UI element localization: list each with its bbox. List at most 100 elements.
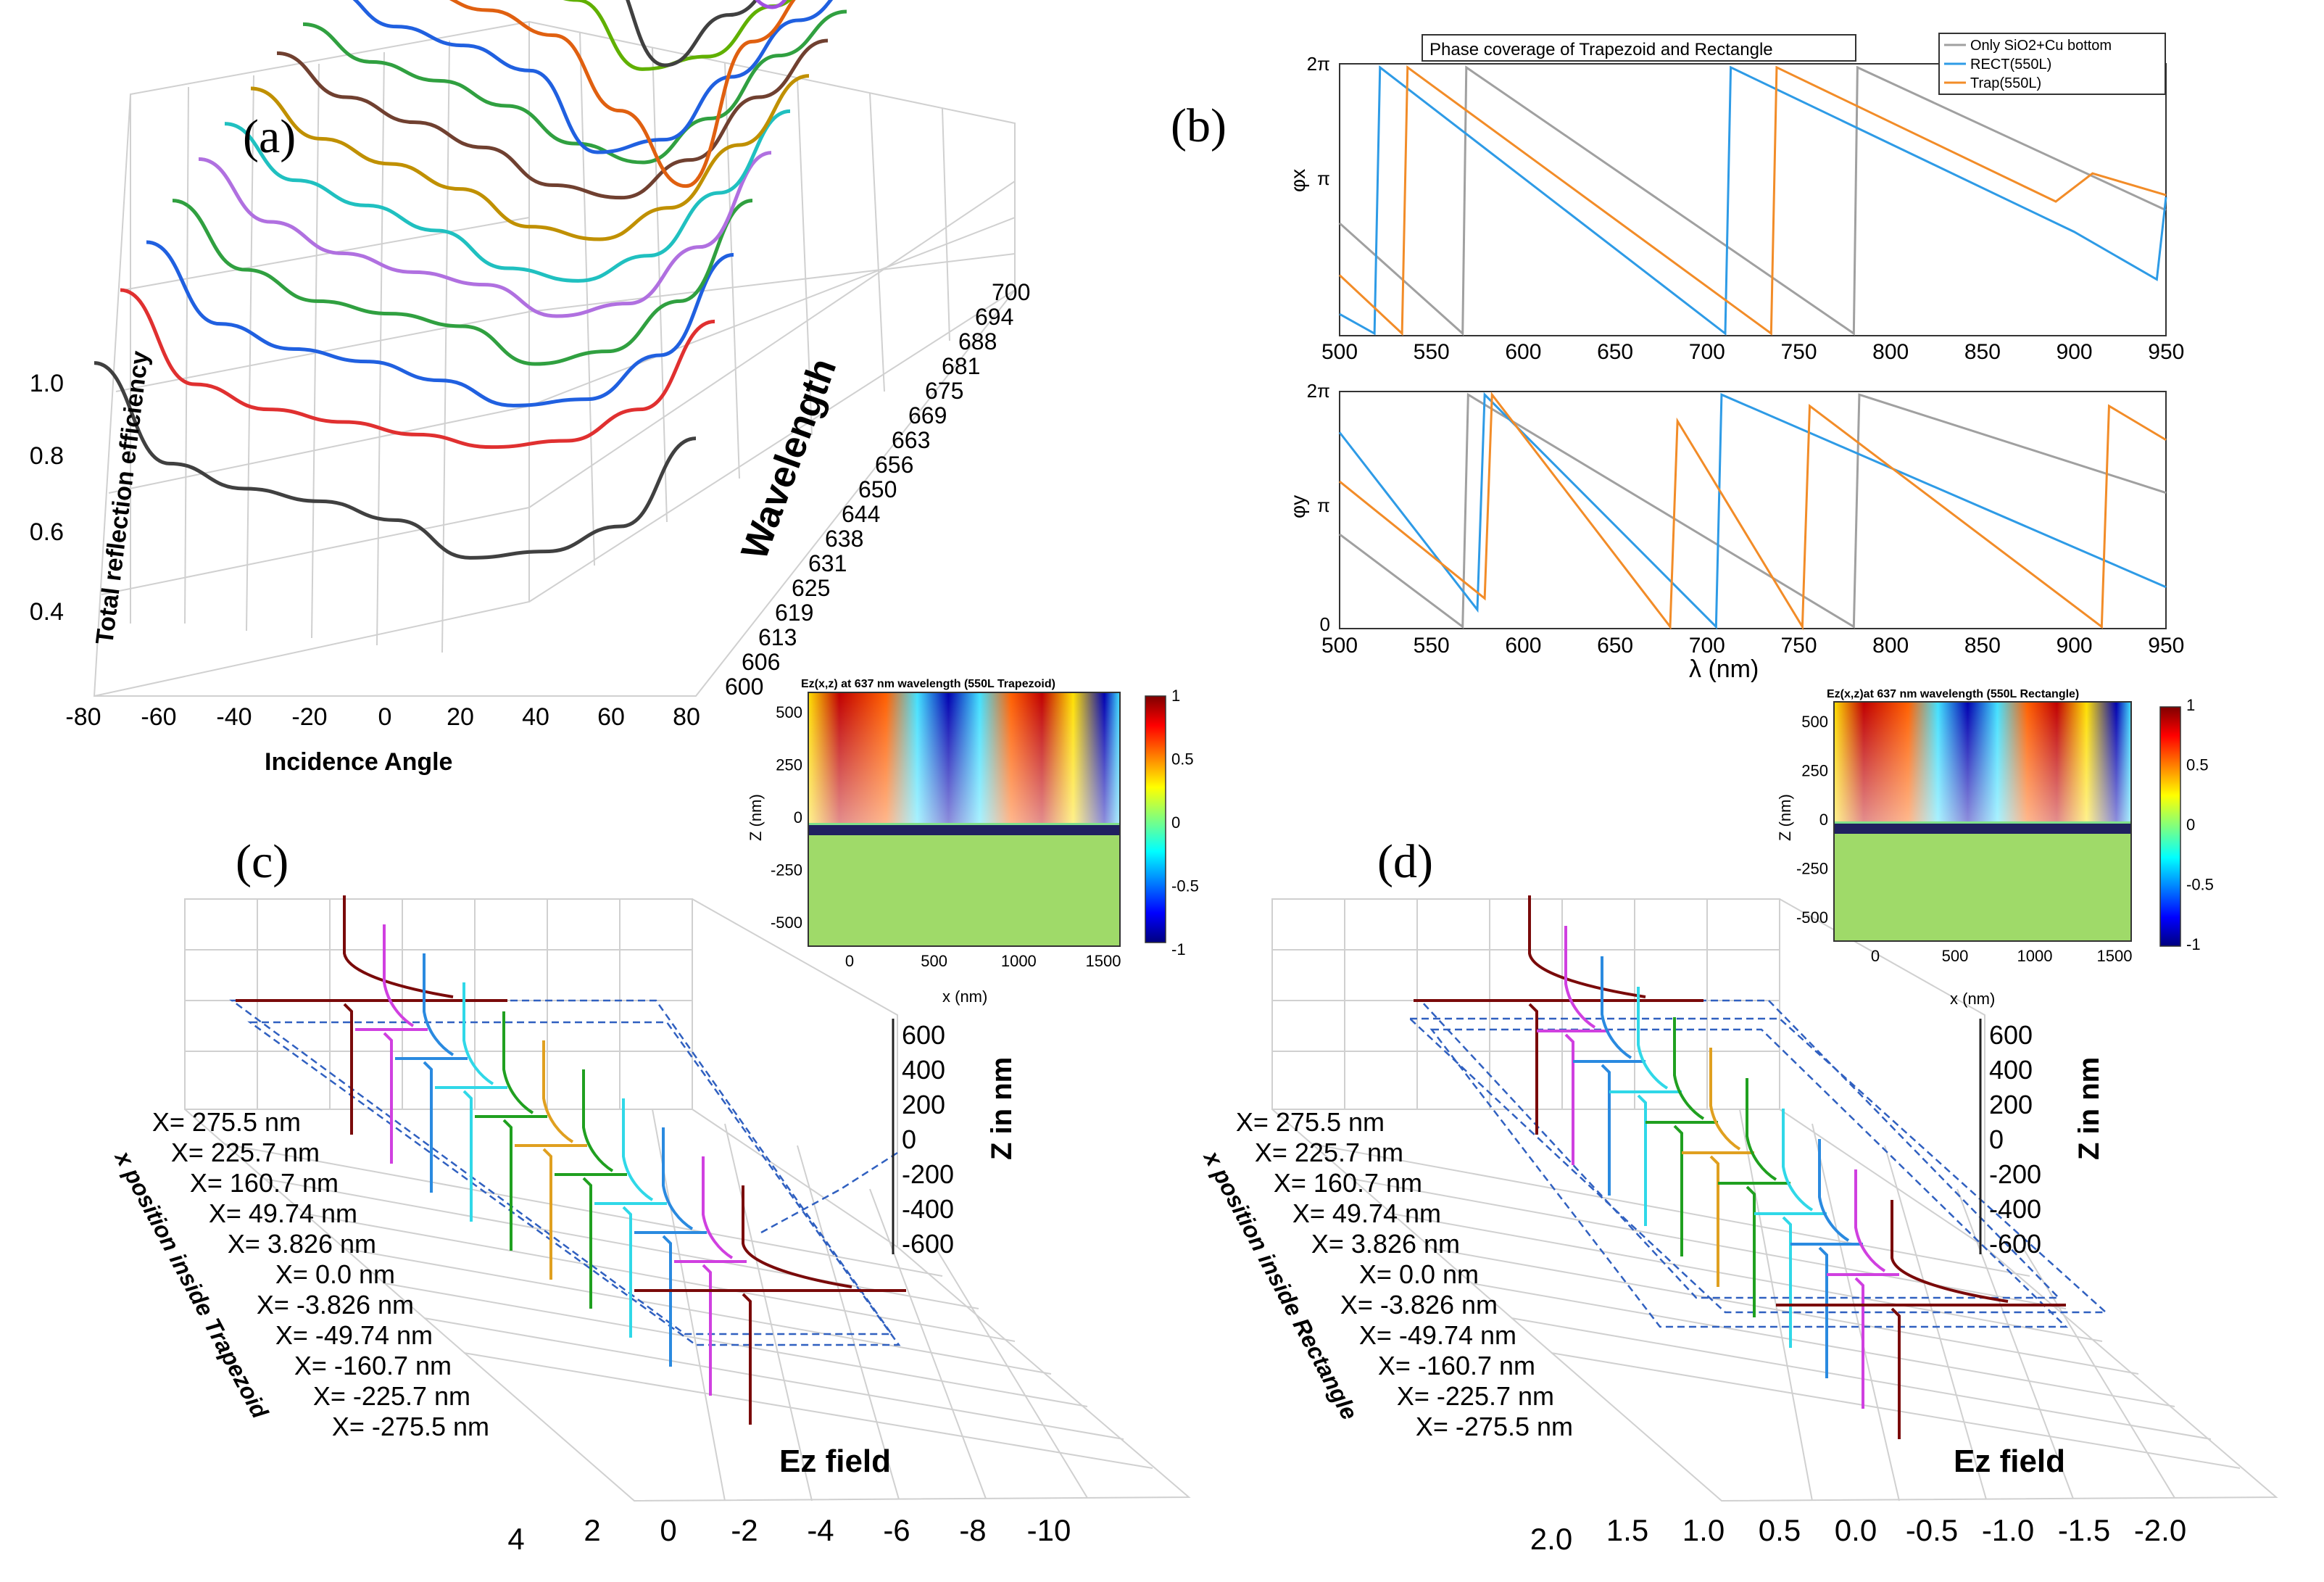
panel-a-x-tick: 0: [378, 703, 392, 731]
panel-d: (d) 600 400 200 0 -200 -400 -600 Z in nm X= 27…: [1198, 835, 2278, 1556]
inset-x-tick: 500: [1942, 947, 1969, 965]
position-label: X= -3.826 nm: [1340, 1290, 1498, 1320]
panel-c-label: (c): [236, 835, 289, 888]
panel-a-y-tick: 656: [875, 452, 913, 478]
position-label: X= 0.0 nm: [275, 1259, 395, 1289]
inset-z-tick: -500: [771, 914, 802, 932]
panel-b-y-tick-bottom: π: [1317, 494, 1330, 516]
panel-a-curve-675: [626, 0, 758, 67]
z-tick: 200: [902, 1090, 945, 1119]
inset-colorbar-tick: -0.5: [2186, 876, 2214, 894]
position-label: X= 49.74 nm: [209, 1198, 357, 1228]
inset-colorbar-tick: 0: [2186, 816, 2195, 834]
field-profile-10: [1776, 1200, 2066, 1439]
panel-a-zlabel: Total reflection efficiency: [91, 349, 154, 646]
position-label: X= -275.5 nm: [332, 1412, 489, 1441]
inset-x-tick: 1500: [1086, 952, 1121, 970]
inset-colorbar-tick: -0.5: [1171, 877, 1199, 895]
position-label: X= 160.7 nm: [190, 1168, 339, 1198]
panel-b-x-tick: 950: [2148, 634, 2184, 658]
panel-b-ylabel-bottom: φy: [1287, 495, 1309, 518]
z-tick: -400: [1989, 1194, 2041, 1224]
panel-b-x-tick: 650: [1597, 340, 1633, 364]
field-profile-1: [355, 924, 428, 1164]
z-tick: 600: [1989, 1020, 2033, 1050]
position-label: X= 3.826 nm: [228, 1229, 376, 1259]
inset-c-ticks: 500 250 0 -250 -500 0 500 1000 1500 1 0.5 0 -0.5 -1: [771, 687, 1199, 970]
inset-c-lower-field: [808, 835, 1120, 946]
field-profile-0: [1414, 895, 1703, 1135]
x-tick: 4: [507, 1522, 524, 1556]
inset-x-tick: 1500: [2097, 947, 2133, 965]
field-profile-1: [1537, 926, 1609, 1165]
position-label: X= -225.7 nm: [313, 1381, 470, 1411]
panel-b-x-tick: 900: [2057, 634, 2093, 658]
panel-a-x-tick: -40: [216, 703, 252, 731]
panel-c-xlabel: Ez field: [779, 1444, 891, 1479]
z-tick: 0: [1989, 1125, 2004, 1154]
position-label: X= 225.7 nm: [171, 1138, 320, 1167]
position-label: X= 49.74 nm: [1292, 1198, 1441, 1228]
panel-b-x-tick: 800: [1872, 634, 1909, 658]
panel-b-x-tick: 700: [1689, 340, 1725, 364]
x-tick: -10: [1027, 1513, 1071, 1547]
x-tick: 2.0: [1530, 1522, 1572, 1556]
panel-b-x-tick: 600: [1505, 340, 1541, 364]
z-tick: -600: [1989, 1229, 2041, 1259]
inset-z-tick: 500: [776, 703, 802, 721]
position-label: X= -275.5 nm: [1416, 1412, 1573, 1441]
inset-d-ticks: 500 250 0 -250 -500 0 500 1000 1500 1 0.5 0 -0.5 -1: [1796, 696, 2214, 965]
field-profile-5: [1682, 1048, 1754, 1287]
inset-colorbar-tick: 1: [1171, 687, 1180, 705]
field-profile-4: [475, 1011, 547, 1251]
panel-b-x-tick: 700: [1689, 634, 1725, 658]
panel-b-series-RECT(550L): [1339, 65, 2167, 336]
field-profile-6: [555, 1069, 627, 1309]
panel-a-y-tick: 613: [758, 624, 797, 650]
inset-colorbar-tick: 0.5: [2186, 756, 2209, 774]
inset-c-structure-layer: [808, 825, 1120, 835]
x-tick: 0.5: [1759, 1513, 1801, 1547]
inset-x-tick: 1000: [2017, 947, 2053, 965]
panel-c-curves: [236, 895, 906, 1425]
panel-b-x-tick: 850: [1964, 340, 2001, 364]
field-profile-8: [634, 1127, 707, 1367]
panel-a-curve-669: [563, 0, 792, 71]
panel-a: (a) Total reflection efficiency Incidenc…: [30, 0, 1030, 776]
position-label: X= 3.826 nm: [1311, 1229, 1460, 1259]
panel-b-top-curves: [1338, 65, 2167, 336]
panel-a-curve-644: [276, 38, 829, 200]
panel-b-label: (b): [1171, 99, 1227, 152]
inset-z-tick: 0: [1819, 811, 1828, 829]
position-label: X= -160.7 nm: [1378, 1351, 1535, 1380]
panel-b-x-tick: 750: [1780, 340, 1817, 364]
panel-a-y-tick: 681: [942, 353, 980, 379]
x-tick: -4: [807, 1513, 834, 1547]
panel-b-bottom-curves: [1338, 392, 2167, 631]
inset-z-tick: 500: [1801, 713, 1828, 731]
inset-x-tick: 1000: [1001, 952, 1037, 970]
panel-a-x-tick: -60: [141, 703, 176, 731]
field-profile-5: [515, 1040, 587, 1280]
inset-d-structure-layer: [1834, 824, 2131, 834]
inset-c-frame: [808, 692, 1121, 947]
field-profile-7: [1754, 1109, 1827, 1348]
field-profile-3: [435, 982, 507, 1222]
panel-b-y-tick-bottom: 2π: [1307, 380, 1330, 402]
field-profile-0: [236, 895, 507, 1135]
x-tick: -6: [883, 1513, 910, 1547]
panel-a-x-tick: 20: [447, 703, 474, 731]
panel-a-xlabel: Incidence Angle: [265, 748, 452, 776]
panel-a-curve-638: [250, 74, 810, 241]
inset-c-field-map: Ez(x,z) at 637 nm wavelength (550L Trape…: [747, 678, 1199, 1006]
panel-b-series-Only SiO2+Cu bottom: [1338, 65, 2167, 336]
panel-b-title-box: [1422, 34, 1856, 62]
field-profile-2: [1573, 956, 1646, 1196]
panel-b-top-x-ticks: 500 550 600 650 700 750 800 850 900 950: [1321, 340, 2184, 364]
panel-d-position-labels: X= 275.5 nmX= 225.7 nmX= 160.7 nmX= 49.7…: [1236, 1107, 1573, 1441]
inset-d-xlabel: x (nm): [1950, 990, 1995, 1008]
field-profile-9: [1827, 1169, 1899, 1409]
panel-a-curve-663: [449, 0, 796, 189]
